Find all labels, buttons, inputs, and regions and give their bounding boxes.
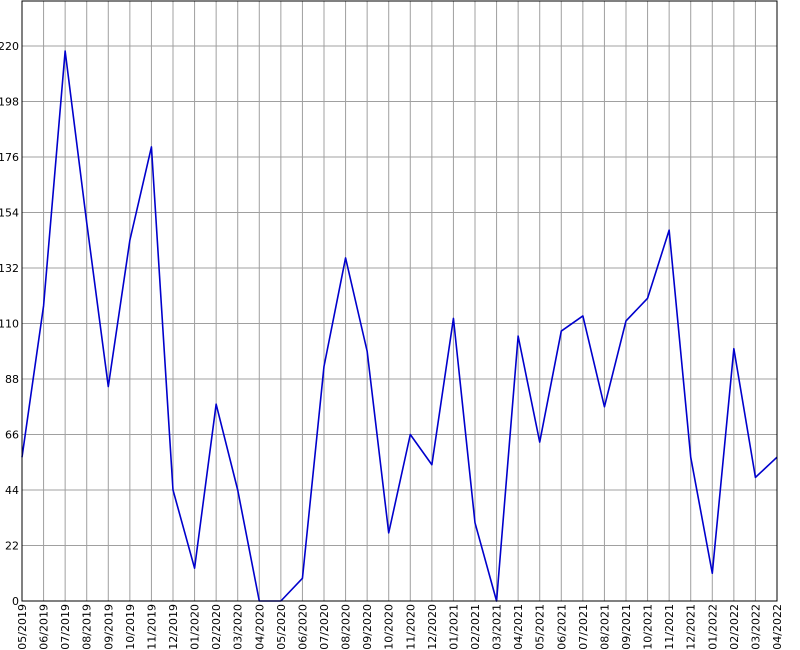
y-tick-label: 0 [12,595,19,608]
x-tick-label: 02/2020 [210,604,223,650]
x-tick-label: 05/2019 [16,604,29,650]
x-tick-label: 10/2021 [642,604,655,650]
x-tick-label: 10/2020 [383,604,396,650]
plot-border [21,0,778,602]
y-tick-label: 44 [5,484,19,497]
x-tick-label: 07/2021 [577,604,590,650]
x-tick-label: 10/2019 [124,604,137,650]
x-tick-label: 05/2021 [534,604,547,650]
x-tick-label: 08/2021 [598,604,611,650]
y-tick-label: 22 [5,540,19,553]
x-tick-label: 01/2020 [189,604,202,650]
x-axis-ticks: 05/2019 06/2019 07/2019 08/2019 09/2019 10/20… [16,604,784,650]
x-tick-label: 12/2021 [685,604,698,650]
x-tick-label: 07/2019 [59,604,72,650]
x-tick-label: 11/2021 [663,604,676,650]
y-tick-label: 176 [0,151,19,164]
x-tick-label: 07/2020 [318,604,331,650]
x-tick-label: 03/2020 [232,604,245,650]
x-tick-label: 03/2022 [749,604,762,650]
x-tick-label: 04/2021 [512,604,525,650]
x-tick-label: 11/2019 [145,604,158,650]
x-tick-label: 06/2021 [555,604,568,650]
y-tick-label: 220 [0,40,19,53]
x-tick-label: 09/2021 [620,604,633,650]
plot-area [22,1,777,601]
y-tick-label: 132 [0,262,19,275]
x-tick-label: 08/2020 [340,604,353,650]
series-line [21,50,778,602]
x-tick-label: 04/2020 [253,604,266,650]
x-tick-label: 09/2020 [361,604,374,650]
x-tick-label: 05/2020 [275,604,288,650]
x-tick-label: 01/2021 [447,604,460,650]
y-tick-label: 88 [5,373,19,386]
x-tick-label: 02/2022 [728,604,741,650]
x-tick-label: 01/2022 [706,604,719,650]
x-tick-label: 12/2020 [426,604,439,650]
x-tick-label: 08/2019 [81,604,94,650]
y-tick-label: 110 [0,318,19,331]
y-axis-ticks: 0 22 44 66 88 110 132 154 176 198 220 [0,40,19,608]
y-tick-label: 154 [0,207,19,220]
x-tick-label: 11/2020 [404,604,417,650]
x-tick-label: 02/2021 [469,604,482,650]
x-tick-label: 12/2019 [167,604,180,650]
y-tick-label: 198 [0,96,19,109]
x-tick-label: 04/2022 [771,604,784,650]
x-tick-label: 06/2020 [296,604,309,650]
x-tick-label: 03/2021 [491,604,504,650]
y-tick-label: 66 [5,429,19,442]
x-tick-label: 06/2019 [38,604,51,650]
x-tick-label: 09/2019 [102,604,115,650]
